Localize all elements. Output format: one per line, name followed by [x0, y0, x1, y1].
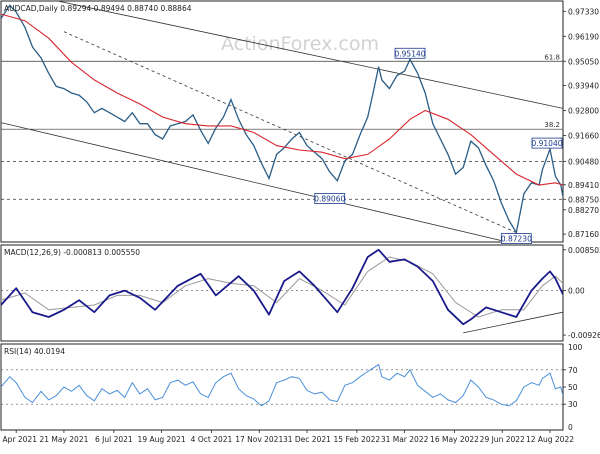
x-axis-tick-label: 31 Mar 2022 [381, 435, 429, 444]
price-trendline-1 [1, 122, 510, 242]
x-axis-tick-label: 29 Jun 2022 [480, 435, 525, 444]
price-y-tick-label: 0.90480 [568, 157, 599, 166]
rsi-y-tick-label: 30 [568, 400, 578, 409]
macd-y-tick-label: 0.008503 [568, 246, 600, 255]
x-axis-tick-label: 31 Dec 2021 [283, 435, 331, 444]
price-y-tick-label: 0.87160 [568, 230, 599, 239]
price-y-tick-label: 0.92800 [568, 107, 599, 116]
fib-level-label: 38.2 [544, 121, 560, 129]
price-annotation-label: 0.87230 [501, 235, 532, 244]
price-trendline-0 [55, 1, 563, 109]
price-y-tick-label: 0.88750 [568, 195, 599, 204]
rsi-y-tick-label: 100 [568, 343, 583, 352]
watermark: ActionForex.com [221, 33, 379, 55]
x-axis-tick-label: 12 Aug 2022 [526, 435, 574, 444]
price-annotation-box [394, 47, 426, 59]
macd-y-tick-label: 0.00 [568, 287, 585, 296]
macd-title: MACD(12,26,9) -0.000813 0.005550 [4, 248, 140, 257]
x-axis-tick-label: 21 May 2021 [39, 435, 88, 444]
x-axis-tick-label: 7 Apr 2021 [0, 435, 37, 444]
price-annotation-label: 0.91040 [531, 139, 562, 148]
rsi-panel-frame [0, 343, 564, 431]
price-y-tick-label: 0.95050 [568, 57, 599, 66]
x-axis-tick-label: 16 May 2022 [430, 435, 479, 444]
x-axis-tick-label: 19 Aug 2021 [138, 435, 186, 444]
price-annotation-label: 0.95140 [395, 49, 426, 58]
price-trendline-2 [63, 31, 517, 233]
price-annotation-box [500, 233, 532, 244]
price-annotation-label: 0.89060 [314, 194, 345, 203]
price-y-tick-label: 0.91660 [568, 132, 599, 141]
price-header: AUDCAD,Daily 0.89294 0.89494 0.88740 0.8… [4, 4, 192, 13]
x-axis-tick-label: 15 Feb 2022 [334, 435, 381, 444]
macd-trendline-0 [463, 311, 563, 334]
price-y-tick-label: 0.93940 [568, 82, 599, 91]
price-annotation-box [314, 193, 346, 204]
rsi-line [1, 363, 563, 407]
price-y-tick-label: 0.88270 [568, 206, 599, 215]
macd-panel-frame [0, 244, 564, 342]
x-axis-tick-label: 4 Oct 2021 [191, 435, 233, 444]
macd-line [1, 248, 563, 326]
rsi-y-tick-label: 50 [568, 383, 578, 392]
price-y-tick-label: 0.96190 [568, 32, 599, 41]
price-panel-frame [0, 0, 564, 243]
moving-average-line [1, 13, 563, 186]
x-axis-tick-label: 17 Nov 2021 [235, 435, 283, 444]
rsi-y-tick-label: 0 [568, 423, 573, 432]
x-axis-tick-label: 6 Jul 2021 [95, 435, 133, 444]
macd-y-tick-label: -0.009262 [568, 331, 600, 340]
rsi-y-tick-label: 70 [568, 366, 578, 375]
rsi-title: RSI(14) 40.0194 [4, 347, 65, 356]
macd-signal-line [1, 256, 563, 318]
price-series-line [1, 4, 563, 235]
price-y-tick-label: 0.97330 [568, 7, 599, 16]
price-y-tick-label: 0.89410 [568, 181, 599, 190]
price-annotation-box [531, 137, 563, 149]
fib-level-label: 61.8 [544, 53, 560, 61]
